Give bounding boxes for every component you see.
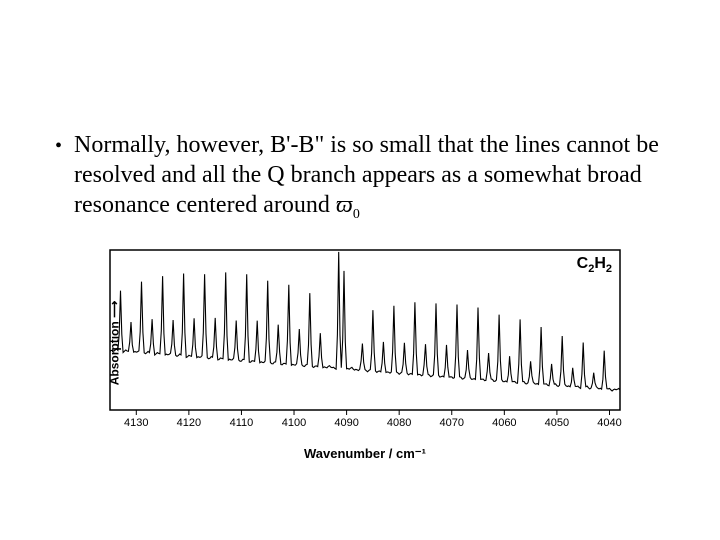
- omega-symbol: ϖ: [336, 192, 353, 218]
- svg-text:4110: 4110: [230, 417, 254, 429]
- spectrum-figure: Absorption ⟶ C2H2 4130 4120 4110 4100 4090 40…: [100, 245, 630, 440]
- bullet-marker: •: [55, 134, 62, 159]
- spectrum-plot: 4130 4120 4110 4100 4090 4080 4070 4060 4050 4040: [100, 245, 630, 440]
- svg-text:4080: 4080: [387, 417, 411, 429]
- svg-text:4130: 4130: [124, 417, 148, 429]
- svg-text:4040: 4040: [597, 417, 621, 429]
- molecule-label: C2H2: [577, 255, 612, 275]
- bullet-text-main: Normally, however, B'-B" is so small tha…: [74, 132, 659, 218]
- svg-text:4100: 4100: [282, 417, 306, 429]
- bullet-text: Normally, however, B'-B" is so small tha…: [74, 130, 675, 223]
- svg-text:4060: 4060: [492, 417, 516, 429]
- y-axis-text: Absorption: [107, 321, 121, 385]
- y-axis-label: Absorption ⟶: [107, 300, 121, 385]
- bullet-item: • Normally, however, B'-B" is so small t…: [55, 130, 675, 223]
- x-axis-label: Wavenumber / cm⁻¹: [100, 446, 630, 462]
- svg-text:4090: 4090: [334, 417, 358, 429]
- svg-text:4120: 4120: [177, 417, 201, 429]
- svg-text:4070: 4070: [440, 417, 464, 429]
- svg-text:4050: 4050: [545, 417, 569, 429]
- arrow-icon: ⟶: [107, 300, 121, 317]
- omega-subscript: 0: [353, 207, 360, 222]
